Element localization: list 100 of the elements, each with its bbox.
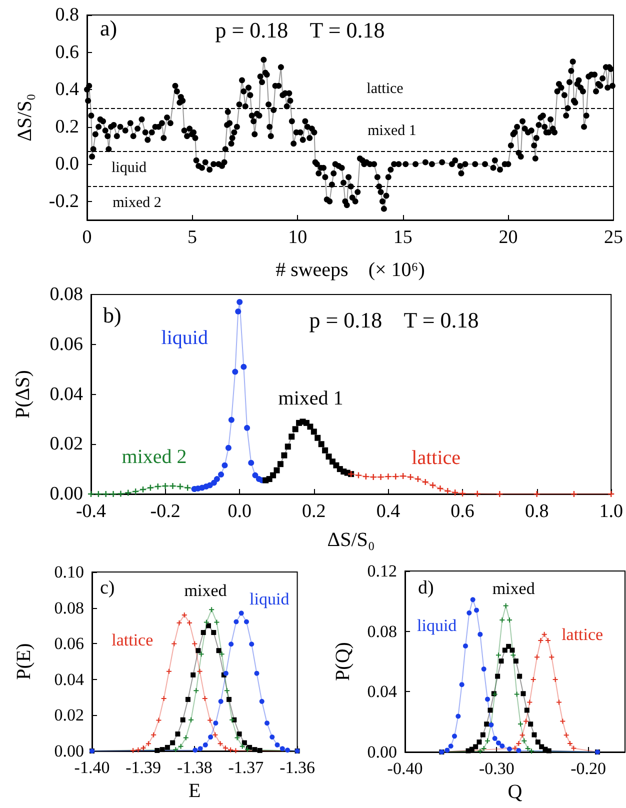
point <box>235 308 242 314</box>
point <box>444 748 450 753</box>
text: mixed <box>492 578 536 598</box>
point <box>552 676 558 682</box>
point <box>385 474 392 480</box>
point <box>252 472 258 478</box>
point <box>314 434 321 441</box>
point <box>539 744 544 750</box>
y-tick-label: -0.2 <box>48 190 79 212</box>
point <box>480 732 486 738</box>
y-tick-label: 0.8 <box>55 4 79 26</box>
point <box>485 696 490 702</box>
point <box>524 718 528 724</box>
point <box>549 654 554 660</box>
point <box>277 461 284 468</box>
point <box>228 747 234 752</box>
point <box>496 740 501 746</box>
point <box>528 722 534 727</box>
point <box>525 746 530 752</box>
point <box>151 732 156 738</box>
x-tick-label: -0.2 <box>150 501 180 522</box>
point <box>546 638 550 644</box>
point <box>496 652 501 658</box>
series-label: lattice <box>562 624 604 644</box>
y-tick-label: 0.04 <box>54 670 84 689</box>
point <box>204 620 209 625</box>
point <box>506 644 512 649</box>
point <box>520 732 525 738</box>
point <box>571 746 576 751</box>
point <box>194 688 199 694</box>
point <box>355 472 362 478</box>
point <box>524 708 530 713</box>
point <box>514 692 520 697</box>
point <box>512 746 518 751</box>
point <box>535 740 540 745</box>
point <box>234 735 240 740</box>
point <box>154 748 160 753</box>
point <box>463 643 468 648</box>
point <box>378 474 384 480</box>
point <box>212 732 218 738</box>
point <box>510 648 515 653</box>
point <box>176 620 182 626</box>
x-tick-label: -1.40 <box>74 758 110 777</box>
point <box>530 676 536 682</box>
y-tick-label: 0.12 <box>367 562 397 580</box>
point <box>183 735 188 740</box>
point <box>196 648 201 654</box>
point <box>478 748 483 754</box>
point <box>213 720 218 726</box>
y-tick-label: 0.4 <box>55 79 80 100</box>
point <box>280 746 285 752</box>
point <box>274 467 280 474</box>
point <box>177 484 184 490</box>
point <box>222 745 228 750</box>
point <box>516 748 522 753</box>
point <box>208 734 214 740</box>
point <box>226 696 232 702</box>
point <box>322 447 328 454</box>
point <box>202 696 208 702</box>
point <box>507 618 512 623</box>
point <box>310 428 317 435</box>
y-tick-label: 0.08 <box>54 598 84 618</box>
point <box>568 741 572 746</box>
point <box>180 717 186 722</box>
point <box>211 630 216 635</box>
point <box>178 744 184 749</box>
x-tick-label: 0.6 <box>450 501 474 522</box>
point <box>473 744 478 750</box>
point <box>202 742 208 748</box>
y-tick-label: 0.08 <box>50 284 83 305</box>
point <box>292 426 298 432</box>
point <box>173 747 178 752</box>
series-label: mixed 1 <box>278 388 344 410</box>
point <box>166 668 172 674</box>
point <box>222 462 228 468</box>
point <box>522 738 527 744</box>
x-tick-label: 1.0 <box>599 501 623 522</box>
y-tick-label: 0.0 <box>55 154 79 175</box>
point <box>307 424 314 430</box>
point <box>175 731 180 736</box>
point <box>198 746 203 752</box>
point <box>192 641 198 646</box>
point <box>218 472 224 478</box>
point <box>146 741 151 746</box>
point <box>270 734 275 740</box>
x-tick-label: -1.38 <box>176 758 212 777</box>
point <box>517 674 522 679</box>
point <box>218 741 223 746</box>
point <box>208 718 213 723</box>
point <box>164 744 170 750</box>
x-tick-label: 0.2 <box>302 501 326 522</box>
point <box>484 722 490 727</box>
point <box>214 620 220 625</box>
point <box>285 748 290 753</box>
point <box>496 491 503 497</box>
point <box>485 738 490 744</box>
point <box>518 721 523 726</box>
point <box>147 484 154 491</box>
point <box>236 731 242 736</box>
point <box>534 654 540 660</box>
